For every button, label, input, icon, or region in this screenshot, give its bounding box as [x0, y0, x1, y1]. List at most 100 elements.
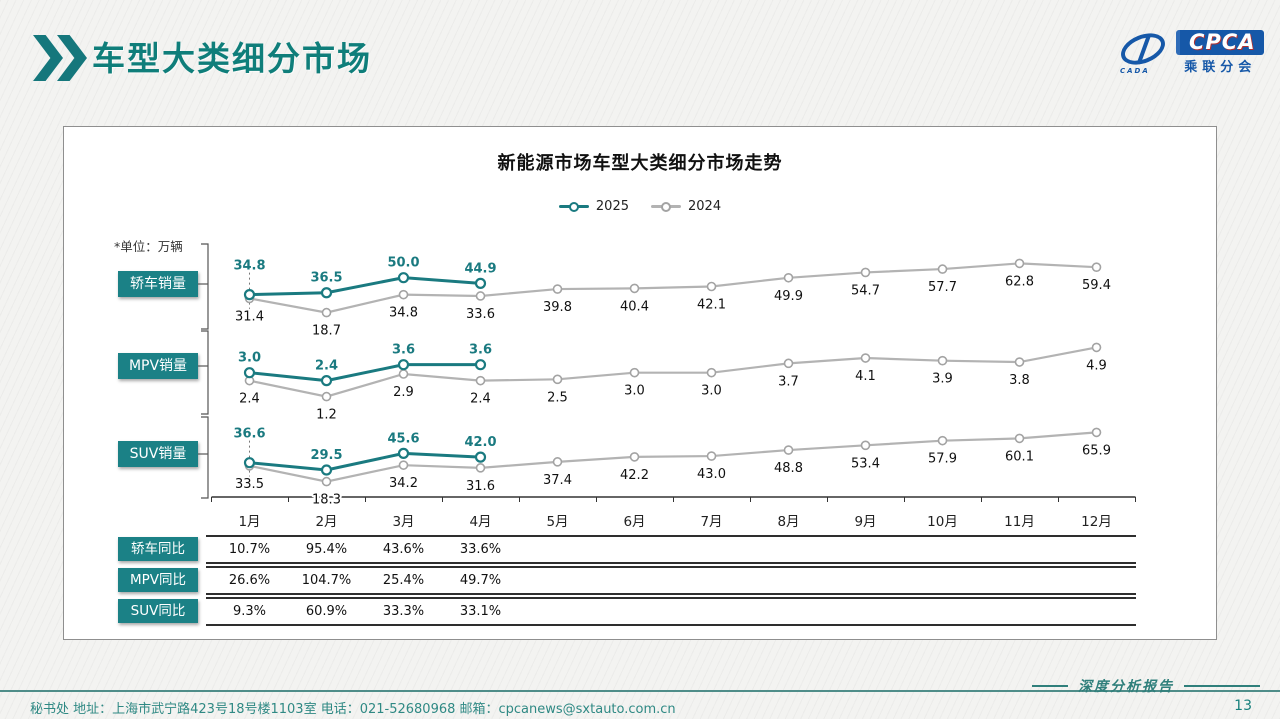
svg-text:57.9: 57.9: [928, 452, 957, 467]
cpca-logo: CADA CPCA 乘联分会: [1116, 26, 1265, 75]
svg-text:3.9: 3.9: [932, 372, 953, 387]
svg-text:31.6: 31.6: [466, 479, 495, 494]
svg-text:40.4: 40.4: [620, 299, 649, 314]
svg-text:49.9: 49.9: [774, 289, 803, 304]
section-label-suv: SUV销量: [118, 441, 198, 467]
legend-label-2025: 2025: [595, 199, 629, 214]
report-label: 深度分析报告: [1078, 679, 1174, 695]
svg-text:3.8: 3.8: [1009, 373, 1030, 388]
chart-legend: 2025 2024: [64, 199, 1216, 214]
svg-text:2.5: 2.5: [547, 390, 568, 405]
svg-text:3.6: 3.6: [469, 343, 492, 358]
svg-text:1月: 1月: [238, 514, 260, 530]
svg-text:42.0: 42.0: [464, 435, 496, 450]
svg-text:3.6: 3.6: [392, 343, 415, 358]
svg-text:6月: 6月: [623, 514, 645, 530]
svg-text:11月: 11月: [1004, 514, 1035, 530]
svg-text:10月: 10月: [927, 514, 958, 530]
svg-text:2.4: 2.4: [239, 392, 260, 407]
svg-text:4.9: 4.9: [1086, 358, 1107, 373]
svg-text:8月: 8月: [777, 514, 799, 530]
svg-text:3月: 3月: [392, 514, 414, 530]
yoy-cell: 9.3%: [232, 604, 267, 619]
svg-text:4.1: 4.1: [855, 369, 876, 384]
svg-text:42.2: 42.2: [620, 468, 649, 483]
svg-text:5月: 5月: [546, 514, 568, 530]
footer-contact-info: 秘书处 地址：上海市武宁路423号18号楼1103室 电话：021-526809…: [30, 702, 676, 717]
section-label-mpv: MPV销量: [118, 353, 198, 379]
yoy-cell: 33.1%: [459, 604, 502, 619]
yoy-cell: 10.7%: [228, 542, 271, 557]
svg-text:45.6: 45.6: [387, 431, 419, 446]
svg-text:44.9: 44.9: [464, 261, 496, 276]
yoy-label-mpv: MPV同比: [118, 568, 198, 592]
svg-text:53.4: 53.4: [851, 456, 880, 471]
svg-text:37.4: 37.4: [543, 473, 572, 488]
svg-text:33.5: 33.5: [235, 477, 264, 492]
svg-text:65.9: 65.9: [1082, 443, 1111, 458]
svg-text:9月: 9月: [854, 514, 876, 530]
yoy-cell: 60.9%: [305, 604, 348, 619]
page-number: 13: [1234, 698, 1252, 714]
svg-text:34.2: 34.2: [389, 476, 418, 491]
unit-note: *单位：万辆: [114, 239, 183, 254]
yoy-label-suv: SUV同比: [118, 599, 198, 623]
svg-text:3.7: 3.7: [778, 374, 799, 389]
svg-text:57.7: 57.7: [928, 280, 957, 295]
legend-item-2024: 2024: [651, 199, 721, 214]
tag-line: [1184, 685, 1260, 687]
yoy-cell: 104.7%: [301, 573, 352, 588]
yoy-cell: 26.6%: [228, 573, 271, 588]
svg-text:3.0: 3.0: [701, 384, 722, 399]
chevron-right-icon: [33, 35, 63, 81]
svg-text:54.7: 54.7: [851, 283, 880, 298]
svg-text:4月: 4月: [469, 514, 491, 530]
legend-item-2025: 2025: [558, 199, 629, 214]
svg-text:42.1: 42.1: [697, 297, 726, 312]
svg-text:3.0: 3.0: [238, 351, 261, 366]
logo-cpca-text: CPCA: [1176, 30, 1265, 55]
svg-text:2.9: 2.9: [393, 385, 414, 400]
yoy-label-sedan: 轿车同比: [118, 537, 198, 561]
svg-text:31.4: 31.4: [235, 309, 264, 324]
svg-text:33.6: 33.6: [466, 307, 495, 322]
yoy-cell: 33.6%: [459, 542, 502, 557]
svg-text:50.0: 50.0: [387, 256, 419, 271]
legend-label-2024: 2024: [688, 199, 722, 214]
svg-text:18.7: 18.7: [312, 324, 341, 339]
report-tag: 深度分析报告: [1032, 676, 1260, 696]
chart-title: 新能源市场车型大类细分市场走势: [497, 153, 783, 174]
trend-line-chart: 1月 2月 3月 4月 5月 6月 7月 8月 9月 10月 11月 12月 31.4 18.7 34.8 3…: [198, 243, 1136, 530]
svg-text:60.1: 60.1: [1005, 449, 1034, 464]
svg-text:62.8: 62.8: [1005, 274, 1034, 289]
svg-text:34.8: 34.8: [389, 306, 418, 321]
svg-text:2.4: 2.4: [470, 392, 491, 407]
yoy-cell: 49.7%: [459, 573, 502, 588]
svg-text:3.0: 3.0: [624, 384, 645, 399]
yoy-cell: 25.4%: [382, 573, 425, 588]
svg-text:36.5: 36.5: [310, 271, 342, 286]
chart-panel: 新能源市场车型大类细分市场走势 2025 2024 *单位：万辆 轿车销量 MP…: [63, 126, 1217, 640]
legend-marker-2024-icon: [651, 205, 681, 208]
svg-text:18.3: 18.3: [312, 493, 341, 508]
svg-text:2月: 2月: [315, 514, 337, 530]
svg-text:29.5: 29.5: [310, 448, 342, 463]
yoy-cell: 95.4%: [305, 542, 348, 557]
footer-divider: [0, 690, 1280, 692]
yoy-cell: 33.3%: [382, 604, 425, 619]
svg-text:1.2: 1.2: [316, 408, 337, 423]
svg-text:39.8: 39.8: [543, 300, 572, 315]
table-row: 26.6% 104.7% 25.4% 49.7%: [206, 566, 1136, 595]
table-row: 9.3% 60.9% 33.3% 33.1%: [206, 597, 1136, 626]
tag-line: [1032, 685, 1068, 687]
svg-text:59.4: 59.4: [1082, 278, 1111, 293]
svg-text:34.8: 34.8: [233, 259, 265, 274]
logo-subtitle: 乘联分会: [1184, 60, 1257, 75]
svg-text:43.0: 43.0: [697, 467, 726, 482]
yoy-cell: 43.6%: [382, 542, 425, 557]
logo-cada-text: CADA: [1120, 66, 1150, 75]
svg-text:2.4: 2.4: [315, 359, 338, 374]
svg-text:48.8: 48.8: [774, 461, 803, 476]
section-label-sedan: 轿车销量: [118, 271, 198, 297]
svg-text:7月: 7月: [700, 514, 722, 530]
